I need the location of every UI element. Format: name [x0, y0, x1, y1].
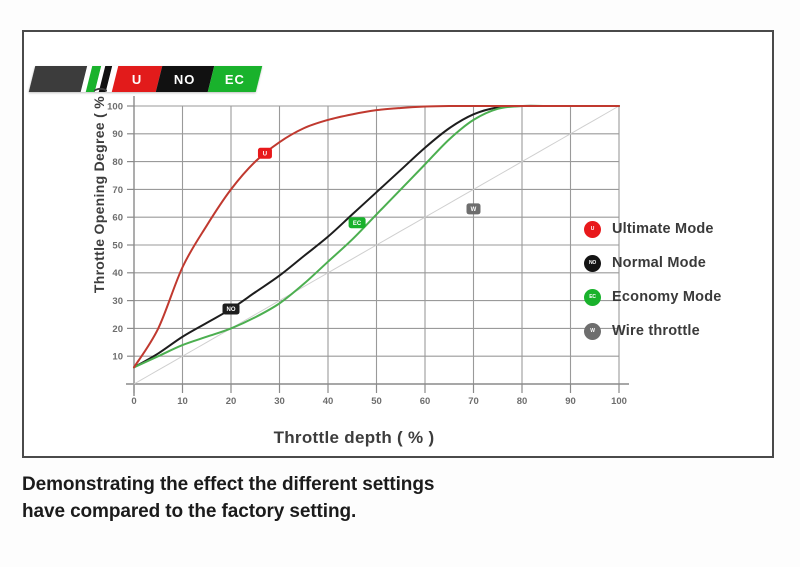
y-tick-label: 40 [112, 268, 123, 279]
tick-labels: 0 10 20 30 40 50 60 70 80 90 100 10 20 30 40 50 60 70 80 90… [107, 101, 627, 407]
badge-w: W [466, 203, 481, 215]
axis-ticks [127, 105, 620, 393]
legend-marker-text: NO [588, 260, 597, 266]
y-tick-label: 80 [112, 157, 123, 168]
legend-marker-text: EC [589, 294, 596, 300]
legend-item-normal[interactable]: NO Normal Mode [584, 246, 769, 280]
y-tick-label: 90 [112, 129, 123, 140]
x-tick-label: 10 [177, 396, 188, 407]
badge-text: EC [353, 221, 362, 227]
legend-label-normal: Normal Mode [612, 255, 707, 271]
chart-legend: U Ultimate Mode NO Normal Mode EC Econom… [584, 212, 769, 348]
legend-marker-text: U [590, 226, 595, 232]
y-tick-label: 60 [112, 213, 123, 224]
x-tick-label: 20 [226, 396, 237, 407]
x-tick-label: 90 [565, 396, 576, 407]
legend-label-economy: Economy Mode [612, 289, 722, 305]
y-tick-label: 10 [112, 352, 123, 363]
caption-line-1: Demonstrating the effect the different s… [22, 474, 435, 495]
badge-box [348, 217, 366, 229]
gridlines [134, 105, 620, 384]
legend-item-ultimate[interactable]: U Ultimate Mode [584, 212, 769, 246]
x-tick-label: 30 [274, 396, 285, 407]
x-tick-label: 50 [371, 396, 382, 407]
x-tick-label: 80 [517, 396, 528, 407]
x-tick-label: 100 [611, 396, 627, 407]
throttle-response-plot: U NO EC W 0 10 20 30 40 50 60 70 80 90 100 10 20 30 40 50 6… [107, 96, 629, 407]
badge-u: U [257, 147, 272, 159]
curve-ultimate-mode [133, 104, 620, 369]
y-tick-label: 100 [107, 101, 123, 112]
data-curves [133, 104, 620, 385]
badge-text: U [263, 151, 267, 157]
x-tick-label: 0 [131, 396, 136, 407]
badge-box [466, 203, 481, 215]
y-tick-label: 30 [112, 296, 123, 307]
legend-label-ultimate: Ultimate Mode [612, 221, 714, 237]
badge-box [257, 147, 272, 159]
y-tick-label: 70 [112, 185, 123, 196]
x-tick-label: 70 [468, 396, 479, 407]
legend-item-wire[interactable]: W Wire throttle [584, 314, 769, 348]
caption-line-2: have compared to the factory setting. [22, 500, 357, 522]
legend-label-wire: Wire throttle [612, 323, 700, 339]
badge-no: NO [222, 303, 240, 315]
curve-badges: U NO EC W [222, 147, 481, 315]
legend-item-economy[interactable]: EC Economy Mode [584, 280, 769, 314]
legend-marker-wire-icon: W [584, 322, 601, 340]
figure-caption: Demonstrating the effect the different s… [22, 472, 622, 526]
legend-marker-ultimate-icon: U [584, 220, 601, 238]
axis-lines [126, 96, 629, 396]
y-tick-label: 20 [112, 324, 123, 335]
badge-ec: EC [348, 217, 366, 229]
badge-text: NO [227, 307, 236, 313]
y-tick-label: 50 [112, 240, 123, 251]
x-tick-label: 40 [323, 396, 334, 407]
legend-marker-economy-icon: EC [584, 288, 601, 306]
chart-container: Throttle Opening Degree ( % ) U NO EC W 0 10… [24, 32, 776, 460]
legend-marker-normal-icon: NO [584, 254, 601, 272]
badge-text: W [471, 207, 477, 213]
badge-box [222, 303, 240, 315]
legend-marker-text: W [590, 328, 595, 334]
curve-wire-throttle [133, 105, 620, 385]
x-tick-label: 60 [420, 396, 431, 407]
x-axis-title: Throttle depth ( % ) [273, 428, 435, 447]
